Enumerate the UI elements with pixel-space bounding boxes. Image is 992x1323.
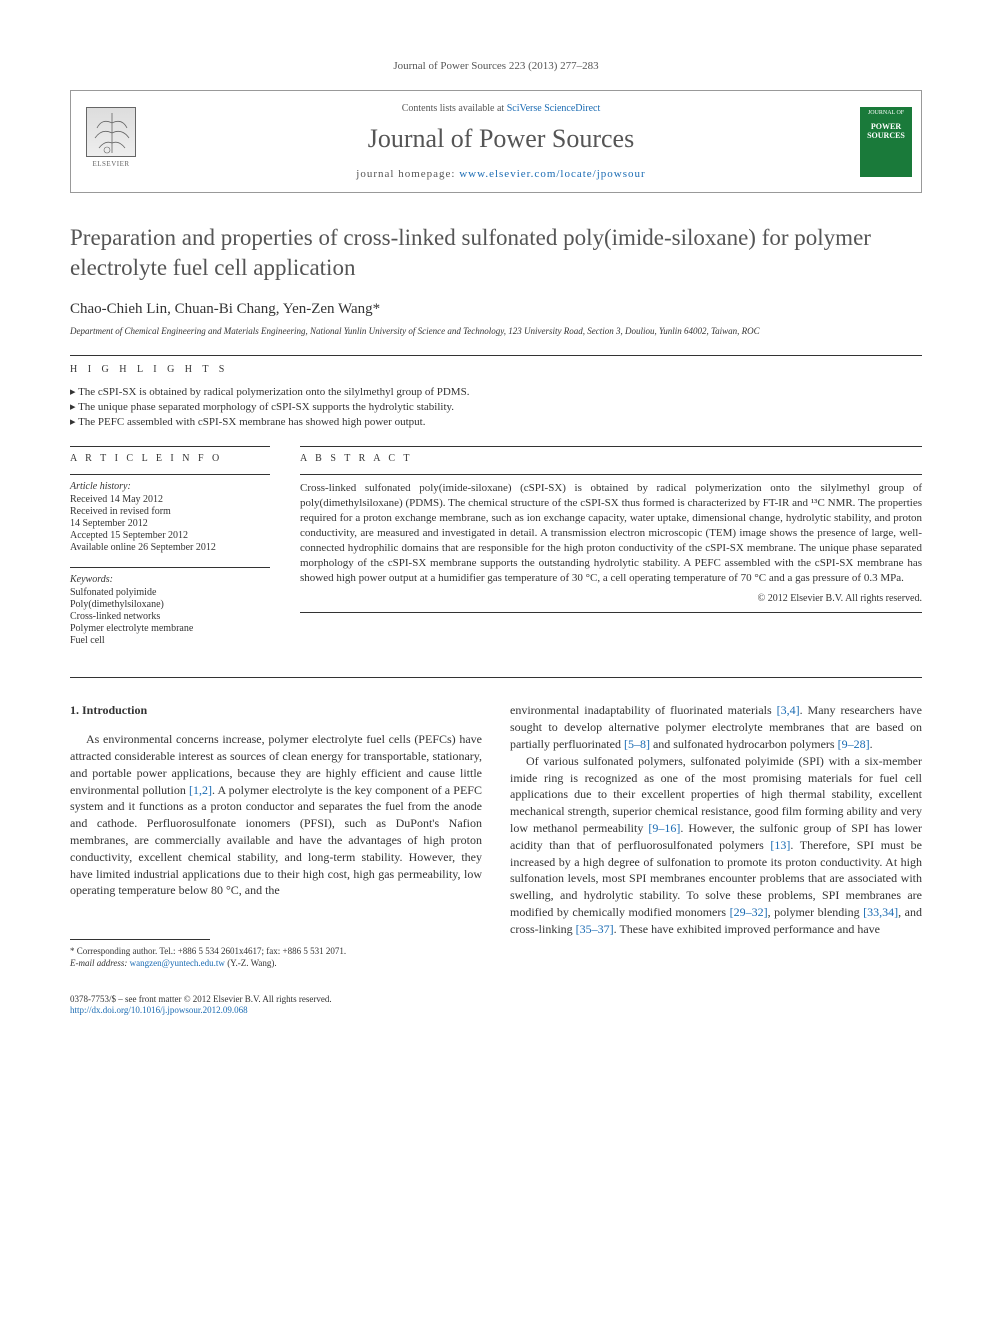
abstract-bottom-rule <box>300 612 922 613</box>
article-title: Preparation and properties of cross-link… <box>70 223 922 283</box>
abstract-rule <box>300 446 922 447</box>
history-line: Accepted 15 September 2012 <box>70 530 270 541</box>
footnote-line: * Corresponding author. Tel.: +886 5 534… <box>70 946 482 958</box>
abstract-label: A B S T R A C T <box>300 453 922 464</box>
cover-label-top: JOURNAL OF <box>863 110 909 116</box>
highlight-item: ▸ The cSPI-SX is obtained by radical pol… <box>70 385 922 398</box>
citation-link[interactable]: [5–8] <box>624 737 650 751</box>
journal-cover-thumbnail: JOURNAL OF POWER SOURCES <box>860 107 912 177</box>
affiliation: Department of Chemical Engineering and M… <box>70 326 922 338</box>
contents-prefix: Contents lists available at <box>402 103 507 114</box>
history-line: Received in revised form <box>70 506 270 517</box>
keyword: Poly(dimethylsiloxane) <box>70 599 270 610</box>
homepage-link[interactable]: www.elsevier.com/locate/jpowsour <box>459 168 645 180</box>
keyword: Polymer electrolyte membrane <box>70 623 270 634</box>
text-run: . <box>870 737 873 751</box>
elsevier-logo: ELSEVIER <box>81 107 141 177</box>
email-label: E-mail address: <box>70 958 130 968</box>
article-info-label: A R T I C L E I N F O <box>70 453 270 464</box>
email-suffix: (Y.-Z. Wang). <box>225 958 277 968</box>
history-line: 14 September 2012 <box>70 518 270 529</box>
body-top-rule <box>70 677 922 678</box>
history-heading: Article history: <box>70 481 270 492</box>
keyword: Cross-linked networks <box>70 611 270 622</box>
highlights-label: H I G H L I G H T S <box>70 364 922 375</box>
text-run: . These have exhibited improved performa… <box>614 922 880 936</box>
citation-link[interactable]: [9–16] <box>648 821 680 835</box>
keyword: Sulfonated polyimide <box>70 587 270 598</box>
doi-link[interactable]: http://dx.doi.org/10.1016/j.jpowsour.201… <box>70 1005 248 1015</box>
keywords-rule <box>70 567 270 568</box>
citation-link[interactable]: [13] <box>770 838 790 852</box>
homepage-prefix: journal homepage: <box>356 168 459 180</box>
journal-reference: Journal of Power Sources 223 (2013) 277–… <box>70 60 922 72</box>
highlights-rule <box>70 355 922 356</box>
abstract-rule-2 <box>300 474 922 475</box>
section-number: 1. <box>70 703 79 717</box>
header-center: Contents lists available at SciVerse Sci… <box>151 91 851 192</box>
footnote-email-line: E-mail address: wangzen@yuntech.edu.tw (… <box>70 958 482 970</box>
body-columns: 1. Introduction As environmental concern… <box>70 702 922 969</box>
publisher-name: ELSEVIER <box>81 160 141 168</box>
body-column-left: 1. Introduction As environmental concern… <box>70 702 482 969</box>
page-container: Journal of Power Sources 223 (2013) 277–… <box>0 0 992 1077</box>
contents-available-line: Contents lists available at SciVerse Sci… <box>161 103 841 114</box>
article-info-column: A R T I C L E I N F O Article history: R… <box>70 446 270 647</box>
body-paragraph: Of various sulfonated polymers, sulfonat… <box>510 753 922 938</box>
cover-label-main: POWER SOURCES <box>863 122 909 140</box>
highlight-item: ▸ The unique phase separated morphology … <box>70 400 922 413</box>
section-heading: 1. Introduction <box>70 702 482 719</box>
meta-row: A R T I C L E I N F O Article history: R… <box>70 446 922 647</box>
citation-link[interactable]: [33,34] <box>863 905 898 919</box>
abstract-column: A B S T R A C T Cross-linked sulfonated … <box>300 446 922 647</box>
keyword: Fuel cell <box>70 635 270 646</box>
body-column-right: environmental inadaptability of fluorina… <box>510 702 922 969</box>
citation-link[interactable]: [9–28] <box>838 737 870 751</box>
body-paragraph: environmental inadaptability of fluorina… <box>510 702 922 752</box>
cover-cell: JOURNAL OF POWER SOURCES <box>851 91 921 192</box>
body-paragraph: As environmental concerns increase, poly… <box>70 731 482 899</box>
keywords-heading: Keywords: <box>70 574 270 585</box>
journal-name: Journal of Power Sources <box>161 124 841 154</box>
corresponding-author-footnote: * Corresponding author. Tel.: +886 5 534… <box>70 946 482 969</box>
history-line: Available online 26 September 2012 <box>70 542 270 553</box>
citation-link[interactable]: [35–37] <box>576 922 614 936</box>
highlights-list: ▸ The cSPI-SX is obtained by radical pol… <box>70 385 922 428</box>
text-run: environmental inadaptability of fluorina… <box>510 703 777 717</box>
footnote-separator <box>70 939 210 940</box>
text-run: , polymer blending <box>768 905 864 919</box>
publisher-logo-cell: ELSEVIER <box>71 91 151 192</box>
citation-link[interactable]: [1,2] <box>189 783 212 797</box>
abstract-copyright: © 2012 Elsevier B.V. All rights reserved… <box>300 593 922 604</box>
article-info-rule-2 <box>70 474 270 475</box>
article-info-rule <box>70 446 270 447</box>
section-title: Introduction <box>82 703 147 717</box>
footer-front-matter: 0378-7753/$ – see front matter © 2012 El… <box>70 994 922 1006</box>
homepage-line: journal homepage: www.elsevier.com/locat… <box>161 168 841 180</box>
email-link[interactable]: wangzen@yuntech.edu.tw <box>130 958 225 968</box>
journal-header-box: ELSEVIER Contents lists available at Sci… <box>70 90 922 193</box>
citation-link[interactable]: [3,4] <box>777 703 800 717</box>
citation-link[interactable]: [29–32] <box>730 905 768 919</box>
text-run: . A polymer electrolyte is the key compo… <box>70 783 482 898</box>
authors-line: Chao-Chieh Lin, Chuan-Bi Chang, Yen-Zen … <box>70 301 922 318</box>
highlight-item: ▸ The PEFC assembled with cSPI-SX membra… <box>70 415 922 428</box>
elsevier-tree-icon <box>86 107 136 157</box>
page-footer: 0378-7753/$ – see front matter © 2012 El… <box>70 994 922 1017</box>
history-line: Received 14 May 2012 <box>70 494 270 505</box>
abstract-text: Cross-linked sulfonated poly(imide-silox… <box>300 481 922 585</box>
text-run: and sulfonated hydrocarbon polymers <box>650 737 838 751</box>
sciencedirect-link[interactable]: SciVerse ScienceDirect <box>507 103 601 114</box>
